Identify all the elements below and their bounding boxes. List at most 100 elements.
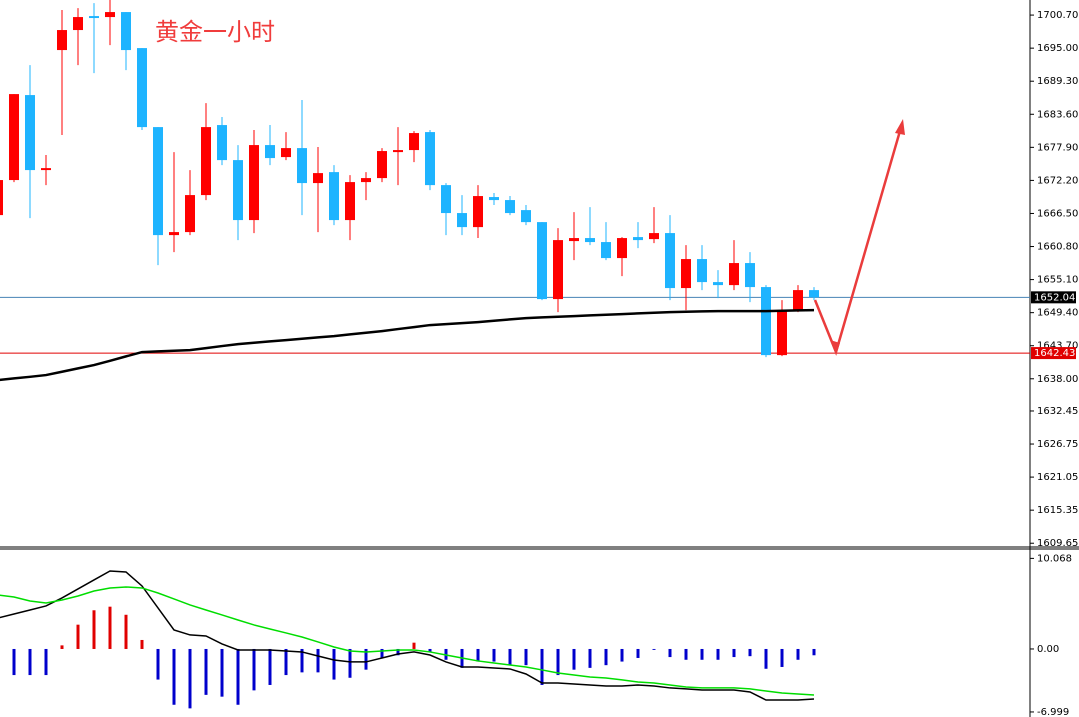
histogram-bar bbox=[12, 648, 16, 676]
y-tick-label: 1621.05 bbox=[1037, 472, 1078, 483]
histogram-bar bbox=[764, 648, 768, 669]
histogram-bar bbox=[812, 648, 816, 656]
y-tick-label: 1649.40 bbox=[1037, 308, 1078, 319]
y-tick-label: 1632.45 bbox=[1037, 406, 1078, 417]
candle-body bbox=[329, 172, 339, 221]
candle-body bbox=[313, 173, 323, 184]
histogram-bar bbox=[476, 648, 480, 662]
forecast-arrow bbox=[813, 119, 905, 356]
candle-body bbox=[9, 94, 19, 181]
arrow-head bbox=[895, 119, 905, 135]
histogram-bar bbox=[140, 639, 144, 649]
y-tick-label: 1609.65 bbox=[1037, 538, 1078, 549]
histogram-bar bbox=[188, 648, 192, 709]
macd-line bbox=[0, 586, 815, 696]
candle-body bbox=[713, 282, 723, 286]
y-tick-label: 0.00 bbox=[1037, 644, 1059, 655]
histogram-bar bbox=[332, 648, 336, 680]
candle-body bbox=[361, 178, 371, 183]
candle-body bbox=[441, 185, 451, 214]
candle-body bbox=[89, 16, 99, 19]
candle-body bbox=[729, 263, 739, 286]
histogram-bar bbox=[204, 648, 208, 695]
histogram-bar bbox=[396, 648, 400, 656]
macd-line bbox=[0, 570, 815, 701]
candle-body bbox=[41, 168, 51, 171]
histogram-bar bbox=[380, 648, 384, 658]
histogram-bar bbox=[684, 648, 688, 660]
histogram-bar bbox=[540, 648, 544, 685]
candle-body bbox=[473, 196, 483, 228]
histogram-bar bbox=[700, 648, 704, 660]
histogram-bar bbox=[108, 606, 112, 649]
histogram-bar bbox=[252, 648, 256, 691]
candle-body bbox=[569, 238, 579, 242]
histogram-bar bbox=[732, 648, 736, 658]
histogram-bar bbox=[572, 648, 576, 670]
y-tick-label: 1626.75 bbox=[1037, 439, 1078, 450]
candle-body bbox=[553, 240, 563, 300]
candle-body bbox=[681, 259, 691, 289]
histogram-bar bbox=[156, 648, 160, 680]
arrow-head bbox=[830, 340, 840, 355]
candle-body bbox=[633, 237, 643, 241]
histogram-bar bbox=[284, 648, 288, 676]
y-tick-label: -6.999 bbox=[1037, 707, 1069, 717]
candle-body bbox=[121, 12, 131, 51]
moving-average bbox=[0, 308, 815, 382]
candle-body bbox=[217, 125, 227, 161]
candle-body bbox=[761, 287, 771, 356]
candle-body bbox=[505, 200, 515, 214]
y-tick-label: 1700.70 bbox=[1037, 10, 1078, 21]
price-label: 1642.43 bbox=[1034, 348, 1075, 359]
y-tick-label: 1672.20 bbox=[1037, 175, 1078, 186]
candle-body bbox=[393, 150, 403, 153]
candle-body bbox=[57, 30, 67, 51]
histogram-bar bbox=[508, 648, 512, 666]
y-tick-label: 1655.10 bbox=[1037, 275, 1078, 286]
chart-title: 黄金一小时 bbox=[155, 18, 275, 46]
histogram-bar bbox=[492, 648, 496, 662]
candle-body bbox=[649, 233, 659, 240]
histogram-bar bbox=[28, 648, 32, 676]
histogram-bar bbox=[172, 648, 176, 705]
candle-body bbox=[25, 95, 35, 171]
candle-body bbox=[233, 160, 243, 221]
candle-body bbox=[585, 238, 595, 243]
histogram-bar bbox=[60, 645, 64, 649]
candle-body bbox=[297, 148, 307, 184]
histogram-bar bbox=[236, 648, 240, 705]
y-tick-label: 1643.70 bbox=[1037, 341, 1078, 352]
candle-body bbox=[249, 145, 259, 221]
histogram-bar bbox=[604, 648, 608, 666]
candle-body bbox=[537, 222, 547, 300]
candle-body bbox=[425, 132, 435, 186]
candle-body bbox=[697, 259, 707, 283]
histogram-bar bbox=[412, 642, 416, 649]
histogram-bar bbox=[620, 648, 624, 662]
candle-body bbox=[169, 232, 179, 236]
histogram-bar bbox=[668, 648, 672, 658]
histogram-bar bbox=[428, 648, 432, 652]
histogram-bar bbox=[44, 648, 48, 676]
y-tick-label: 1695.00 bbox=[1037, 43, 1078, 54]
histogram-bar bbox=[588, 648, 592, 668]
y-tick-label: 1677.90 bbox=[1037, 142, 1078, 153]
candle-body bbox=[201, 127, 211, 196]
candle-body bbox=[137, 48, 147, 128]
candle-body bbox=[809, 290, 819, 298]
candle-body bbox=[521, 210, 531, 223]
candle-body bbox=[409, 133, 419, 151]
histogram-bar bbox=[716, 648, 720, 660]
price-label-box bbox=[1031, 347, 1076, 360]
candle-body bbox=[281, 148, 291, 158]
y-tick-label: 1666.50 bbox=[1037, 208, 1078, 219]
candle-body bbox=[73, 17, 83, 31]
y-tick-label: 1615.35 bbox=[1037, 505, 1078, 516]
y-tick-label: 1689.30 bbox=[1037, 76, 1078, 87]
candle-body bbox=[489, 197, 499, 201]
histogram-bar bbox=[652, 648, 656, 650]
histogram-bar bbox=[124, 614, 128, 649]
